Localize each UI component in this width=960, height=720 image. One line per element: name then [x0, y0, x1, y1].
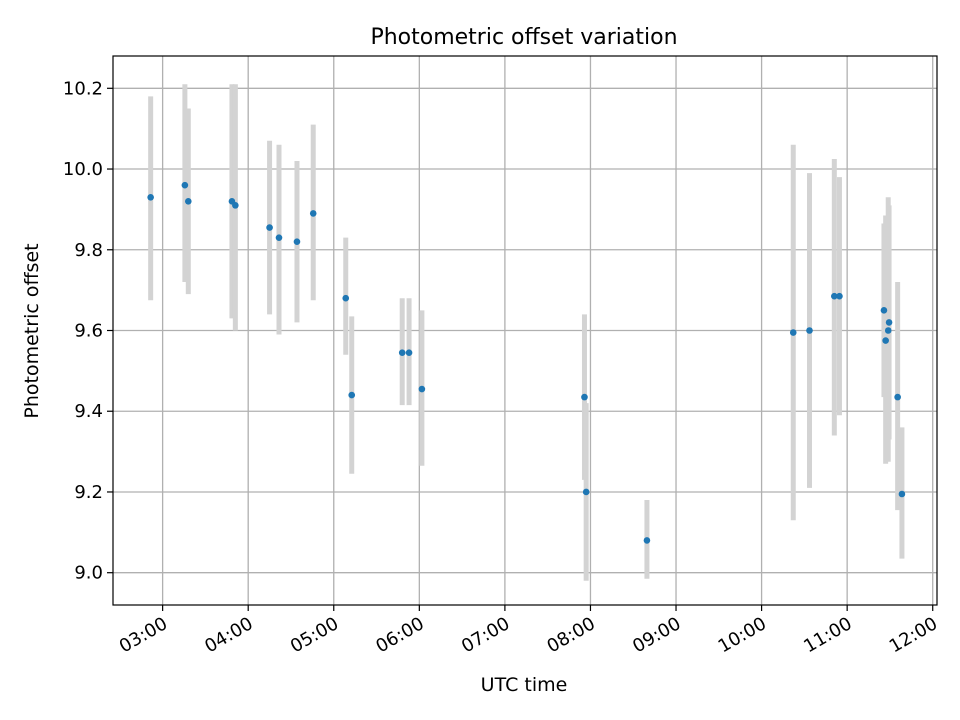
data-point: [266, 224, 273, 231]
chart-title: Photometric offset variation: [370, 25, 677, 50]
y-tick-label: 10.2: [63, 78, 103, 99]
data-point: [309, 210, 317, 217]
data-point: [293, 238, 301, 245]
y-axis-ticks: 9.0 9.2 9.4 9.6 9.8 10.0 10.2: [63, 78, 113, 584]
data-point: [806, 327, 813, 334]
data-point: [882, 337, 889, 344]
data-point: [880, 307, 888, 314]
data-point: [582, 488, 590, 496]
data-point: [232, 202, 239, 209]
data-point: [275, 234, 283, 241]
data-point: [348, 391, 356, 399]
data-point: [884, 327, 892, 334]
data-points: [147, 181, 906, 544]
y-tick-label: 9.4: [74, 401, 103, 422]
data-point: [181, 181, 189, 189]
data-point: [836, 292, 843, 300]
data-point: [418, 385, 426, 393]
data-point: [898, 490, 906, 498]
grid: [113, 56, 937, 605]
y-tick-label: 9.6: [74, 321, 103, 342]
data-point: [789, 329, 797, 336]
y-tick-label: 9.8: [74, 240, 103, 261]
y-tick-label: 9.2: [74, 482, 103, 503]
data-point: [894, 393, 901, 401]
y-axis-label: Photometric offset: [21, 243, 43, 418]
data-point: [831, 292, 838, 300]
data-point: [643, 537, 651, 544]
data-point: [184, 198, 192, 205]
data-point: [147, 193, 154, 201]
data-point: [342, 294, 350, 302]
data-point: [405, 349, 413, 357]
y-tick-label: 10.0: [63, 159, 103, 180]
data-point: [885, 319, 893, 326]
data-point: [581, 393, 588, 401]
data-point: [398, 349, 406, 357]
x-axis-label: UTC time: [481, 674, 568, 696]
y-tick-label: 9.0: [74, 563, 103, 584]
